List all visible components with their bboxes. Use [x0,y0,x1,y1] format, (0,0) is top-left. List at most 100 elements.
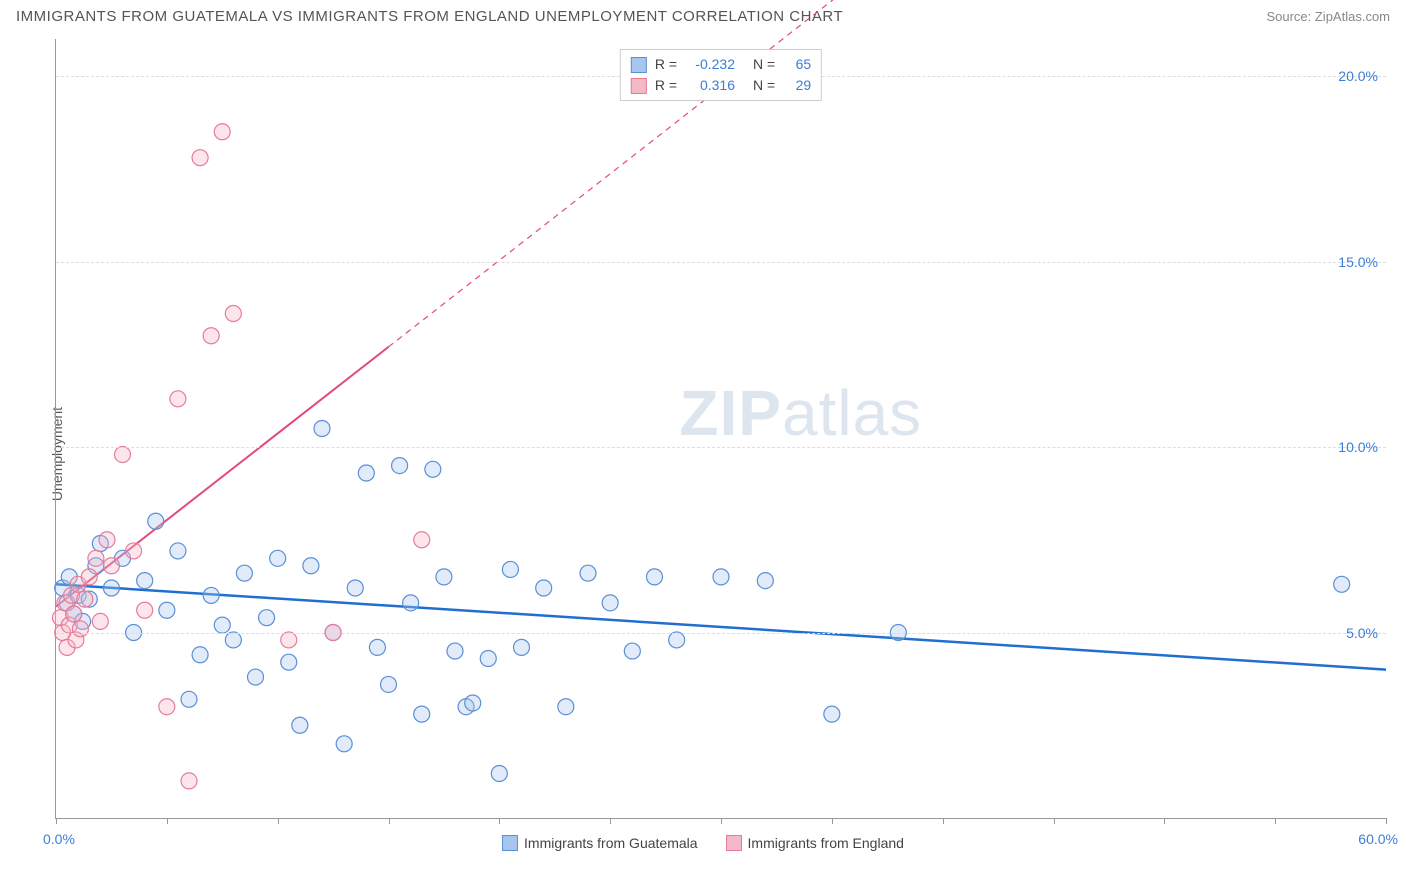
chart-title: IMMIGRANTS FROM GUATEMALA VS IMMIGRANTS … [16,8,843,25]
scatter-point [170,543,186,559]
y-tick-label: 15.0% [1338,254,1378,270]
x-tick [499,818,500,824]
x-tick [167,818,168,824]
scatter-point [92,613,108,629]
scatter-point [77,591,93,607]
scatter-point [148,513,164,529]
scatter-point [647,569,663,585]
scatter-point [225,632,241,648]
scatter-point [347,580,363,596]
gridline [56,262,1386,263]
scatter-point [137,602,153,618]
scatter-point [669,632,685,648]
legend-item: Immigrants from England [726,835,904,851]
legend-swatch [631,78,647,94]
scatter-point [336,736,352,752]
scatter-point [270,550,286,566]
x-tick [56,818,57,824]
scatter-point [192,150,208,166]
y-tick-label: 5.0% [1346,625,1378,641]
scatter-point [436,569,452,585]
legend-swatch [631,57,647,73]
legend-item: Immigrants from Guatemala [502,835,698,851]
scatter-point [66,606,82,622]
scatter-point [491,765,507,781]
scatter-point [502,561,518,577]
legend-swatch [502,835,518,851]
scatter-point [137,573,153,589]
legend-label: Immigrants from Guatemala [524,835,698,851]
plot-area: ZIPatlas R =-0.232N =65R =0.316N =29 5.0… [55,39,1386,819]
x-tick [1164,818,1165,824]
x-tick [721,818,722,824]
x-tick [610,818,611,824]
scatter-point [713,569,729,585]
scatter-point [414,532,430,548]
scatter-point [81,569,97,585]
scatter-point [214,617,230,633]
scatter-point [181,773,197,789]
x-tick [1386,818,1387,824]
scatter-point [580,565,596,581]
scatter-point [281,654,297,670]
scatter-point [225,306,241,322]
x-tick [943,818,944,824]
y-tick-label: 20.0% [1338,68,1378,84]
scatter-point [281,632,297,648]
scatter-point [536,580,552,596]
x-tick [278,818,279,824]
source-label: Source: ZipAtlas.com [1266,9,1390,24]
scatter-point [292,717,308,733]
scatter-point [99,532,115,548]
r-value: 0.316 [685,75,735,96]
scatter-point [159,602,175,618]
x-tick [832,818,833,824]
r-label: R = [655,54,677,75]
scatter-point [602,595,618,611]
scatter-point [480,650,496,666]
scatter-point [181,691,197,707]
stats-row: R =0.316N =29 [631,75,811,96]
scatter-point [103,580,119,596]
scatter-point [447,643,463,659]
legend-swatch [726,835,742,851]
chart-wrap: Unemployment ZIPatlas R =-0.232N =65R =0… [0,29,1406,879]
scatter-point [425,461,441,477]
x-tick [389,818,390,824]
scatter-point [381,676,397,692]
scatter-point [203,328,219,344]
scatter-point [757,573,773,589]
scatter-point [248,669,264,685]
scatter-point [514,639,530,655]
bottom-legend: Immigrants from Guatemala Immigrants from… [0,835,1406,851]
scatter-point [88,550,104,566]
scatter-point [259,610,275,626]
n-label: N = [753,75,775,96]
scatter-point [314,421,330,437]
stats-box: R =-0.232N =65R =0.316N =29 [620,49,822,101]
scatter-point [558,699,574,715]
scatter-point [159,699,175,715]
gridline [56,633,1386,634]
scatter-point [358,465,374,481]
scatter-point [624,643,640,659]
scatter-point [392,458,408,474]
scatter-point [465,695,481,711]
scatter-point [192,647,208,663]
scatter-point [203,587,219,603]
gridline [56,447,1386,448]
scatter-point [824,706,840,722]
scatter-point [126,543,142,559]
scatter-point [170,391,186,407]
scatter-point [115,446,131,462]
n-value: 65 [783,54,811,75]
r-value: -0.232 [685,54,735,75]
scatter-point [403,595,419,611]
title-bar: IMMIGRANTS FROM GUATEMALA VS IMMIGRANTS … [0,0,1406,29]
scatter-point [72,621,88,637]
scatter-point [303,558,319,574]
n-value: 29 [783,75,811,96]
x-tick [1275,818,1276,824]
scatter-point [1334,576,1350,592]
stats-row: R =-0.232N =65 [631,54,811,75]
